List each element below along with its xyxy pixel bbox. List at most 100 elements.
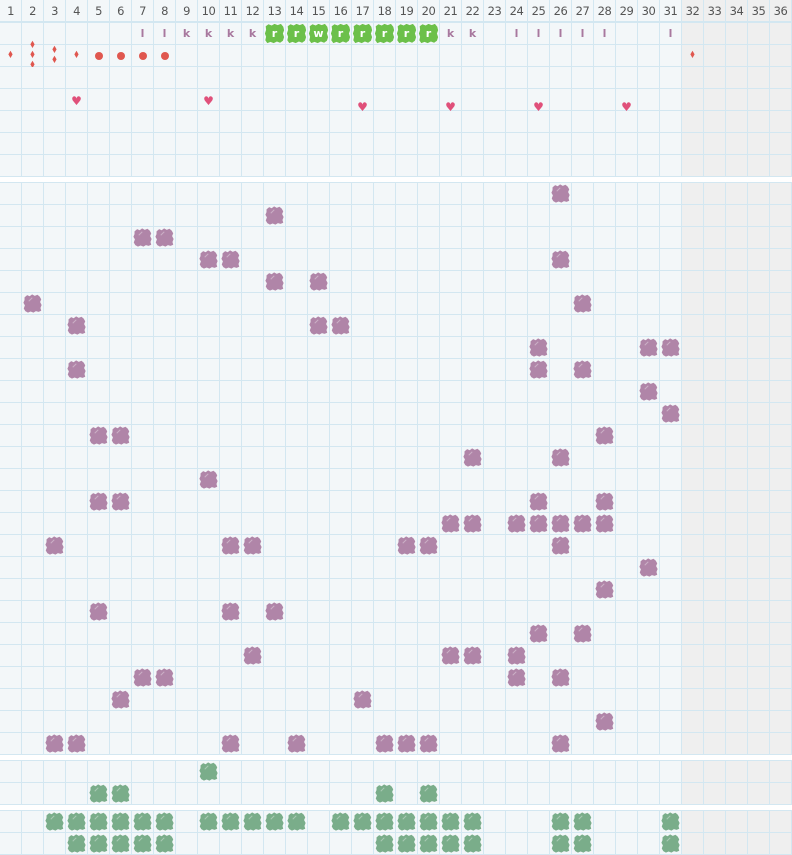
grid-cell[interactable] bbox=[308, 557, 330, 579]
grid-cell[interactable] bbox=[22, 133, 44, 155]
grid-cell[interactable] bbox=[440, 381, 462, 403]
grid-cell[interactable] bbox=[506, 667, 528, 689]
grid-cell[interactable] bbox=[682, 469, 704, 491]
grid-cell[interactable] bbox=[88, 249, 110, 271]
purple-stitch[interactable] bbox=[199, 470, 218, 489]
grid-cell[interactable] bbox=[572, 833, 594, 855]
grid-cell[interactable] bbox=[352, 513, 374, 535]
grid-cell[interactable]: k bbox=[242, 23, 264, 45]
grid-cell[interactable] bbox=[594, 733, 616, 755]
grid-cell[interactable] bbox=[66, 271, 88, 293]
grid-cell[interactable] bbox=[154, 155, 176, 177]
grid-cell[interactable] bbox=[616, 359, 638, 381]
grid-cell[interactable] bbox=[44, 381, 66, 403]
grid-cell[interactable] bbox=[286, 689, 308, 711]
purple-stitch[interactable] bbox=[67, 316, 86, 335]
grid-cell[interactable] bbox=[462, 601, 484, 623]
grid-cell[interactable] bbox=[440, 337, 462, 359]
grid-cell[interactable] bbox=[462, 293, 484, 315]
grid-cell[interactable] bbox=[704, 315, 726, 337]
green-stitch[interactable] bbox=[155, 834, 174, 853]
grid-cell[interactable] bbox=[682, 381, 704, 403]
grid-cell[interactable] bbox=[462, 645, 484, 667]
purple-stitch[interactable] bbox=[595, 492, 614, 511]
grid-cell[interactable] bbox=[286, 403, 308, 425]
grid-cell[interactable] bbox=[220, 133, 242, 155]
grid-cell[interactable] bbox=[726, 711, 748, 733]
grid-cell[interactable] bbox=[770, 23, 792, 45]
grid-cell[interactable] bbox=[462, 249, 484, 271]
purple-stitch[interactable] bbox=[265, 206, 284, 225]
grid-cell[interactable] bbox=[550, 667, 572, 689]
grid-cell[interactable] bbox=[352, 293, 374, 315]
grid-cell[interactable] bbox=[22, 205, 44, 227]
grid-cell[interactable] bbox=[220, 513, 242, 535]
grid-cell[interactable] bbox=[22, 359, 44, 381]
grid-cell[interactable] bbox=[176, 133, 198, 155]
grid-cell[interactable] bbox=[638, 623, 660, 645]
grid-cell[interactable] bbox=[22, 315, 44, 337]
purple-stitch[interactable] bbox=[111, 426, 130, 445]
grid-cell[interactable] bbox=[198, 249, 220, 271]
grid-cell[interactable] bbox=[132, 557, 154, 579]
grid-cell[interactable] bbox=[660, 667, 682, 689]
grid-cell[interactable] bbox=[176, 337, 198, 359]
grid-cell[interactable] bbox=[220, 557, 242, 579]
grid-cell[interactable] bbox=[638, 45, 660, 67]
green-stitch[interactable] bbox=[199, 762, 218, 781]
grid-cell[interactable] bbox=[484, 183, 506, 205]
grid-cell[interactable] bbox=[242, 761, 264, 783]
purple-stitch[interactable] bbox=[45, 536, 64, 555]
grid-cell[interactable] bbox=[660, 111, 682, 133]
grid-cell[interactable] bbox=[462, 227, 484, 249]
grid-cell[interactable] bbox=[418, 579, 440, 601]
grid-cell[interactable]: ♥ bbox=[66, 89, 88, 111]
grid-cell[interactable] bbox=[308, 447, 330, 469]
grid-cell[interactable] bbox=[528, 133, 550, 155]
purple-stitch[interactable] bbox=[595, 712, 614, 731]
grid-cell[interactable] bbox=[66, 403, 88, 425]
grid-cell[interactable] bbox=[616, 711, 638, 733]
grid-cell[interactable] bbox=[88, 535, 110, 557]
grid-cell[interactable] bbox=[176, 579, 198, 601]
grid-cell[interactable] bbox=[616, 271, 638, 293]
grid-cell[interactable] bbox=[462, 491, 484, 513]
grid-cell[interactable] bbox=[462, 833, 484, 855]
grid-cell[interactable] bbox=[308, 425, 330, 447]
grid-cell[interactable] bbox=[374, 667, 396, 689]
grid-cell[interactable] bbox=[154, 711, 176, 733]
grid-cell[interactable] bbox=[550, 111, 572, 133]
grid-cell[interactable] bbox=[220, 469, 242, 491]
grid-cell[interactable] bbox=[176, 403, 198, 425]
grid-cell[interactable] bbox=[462, 761, 484, 783]
grid-cell[interactable] bbox=[484, 623, 506, 645]
grid-cell[interactable] bbox=[154, 381, 176, 403]
grid-cell[interactable] bbox=[286, 469, 308, 491]
grid-cell[interactable] bbox=[638, 711, 660, 733]
grid-cell[interactable] bbox=[396, 315, 418, 337]
grid-cell[interactable] bbox=[132, 711, 154, 733]
green-stitch[interactable] bbox=[397, 834, 416, 853]
grid-cell[interactable] bbox=[704, 761, 726, 783]
grid-cell[interactable] bbox=[748, 761, 770, 783]
grid-cell[interactable] bbox=[550, 783, 572, 805]
grid-cell[interactable] bbox=[528, 557, 550, 579]
grid-cell[interactable] bbox=[660, 447, 682, 469]
grid-cell[interactable] bbox=[484, 601, 506, 623]
grid-cell[interactable] bbox=[462, 783, 484, 805]
grid-cell[interactable] bbox=[704, 133, 726, 155]
grid-cell[interactable] bbox=[682, 403, 704, 425]
grid-cell[interactable]: ♦ bbox=[682, 45, 704, 67]
grid-cell[interactable] bbox=[638, 535, 660, 557]
grid-cell[interactable] bbox=[594, 811, 616, 833]
grid-cell[interactable] bbox=[176, 89, 198, 111]
purple-stitch[interactable] bbox=[551, 448, 570, 467]
grid-cell[interactable] bbox=[330, 689, 352, 711]
grid-cell[interactable] bbox=[242, 155, 264, 177]
grid-cell[interactable] bbox=[638, 249, 660, 271]
grid-cell[interactable] bbox=[66, 23, 88, 45]
grid-cell[interactable] bbox=[616, 315, 638, 337]
grid-cell[interactable] bbox=[176, 491, 198, 513]
grid-cell[interactable] bbox=[352, 67, 374, 89]
grid-cell[interactable] bbox=[110, 89, 132, 111]
